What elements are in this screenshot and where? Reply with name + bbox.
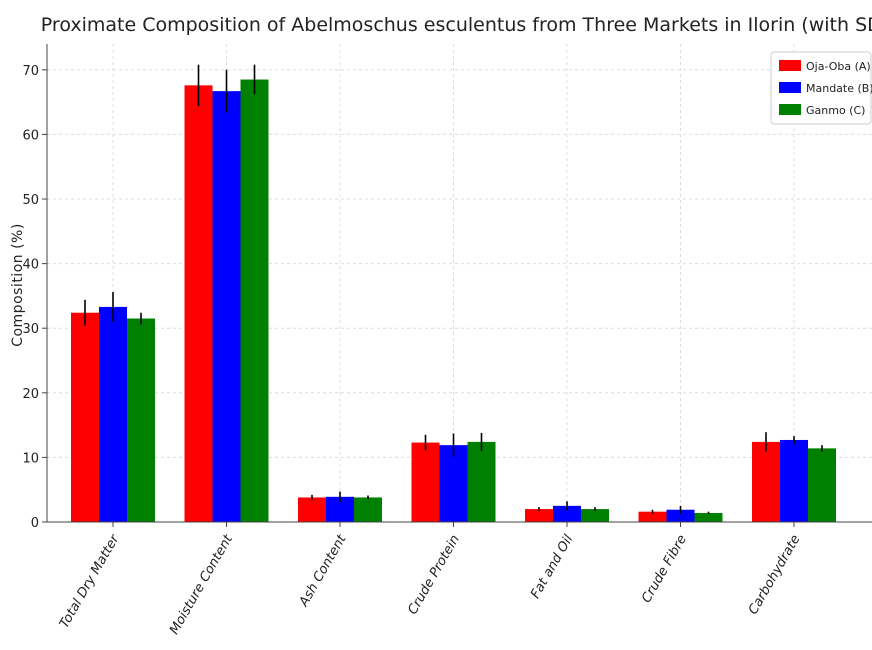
legend-swatch [779, 82, 801, 93]
x-tick-label: Crude Protein [405, 533, 463, 618]
legend-label: Ganmo (C) [806, 104, 865, 117]
bar [666, 509, 695, 522]
y-ticks: 0 10 20 30 40 50 60 70 [22, 64, 47, 531]
x-tick-label: Ash Content [296, 532, 350, 610]
y-tick-label: 60 [22, 128, 39, 143]
bar [780, 439, 808, 522]
bar [581, 509, 609, 522]
chart-title: Proximate Composition of Abelmoschus esc… [41, 14, 872, 36]
x-tick-label: Total Dry Matter [57, 531, 123, 631]
x-tick-label: Carbohydrate [746, 533, 804, 618]
bars [71, 79, 836, 522]
bar [638, 511, 667, 522]
bar [411, 442, 440, 522]
bar [525, 509, 553, 522]
bar [127, 318, 155, 522]
axes [46, 44, 872, 523]
legend: Oja-Oba (A) Mandate (B) Ganmo (C) [770, 51, 872, 125]
legend-swatch [779, 104, 801, 115]
y-tick-label: 20 [22, 387, 39, 402]
bar [240, 79, 269, 522]
bar [212, 91, 241, 522]
y-tick-label: 50 [22, 193, 39, 208]
bar [808, 448, 836, 522]
y-tick-label: 70 [22, 64, 39, 79]
y-tick-label: 10 [22, 451, 39, 466]
error-bars [84, 64, 823, 515]
bar [71, 312, 99, 522]
legend-label: Oja-Oba (A) [806, 60, 871, 73]
legend-swatch [779, 60, 801, 71]
bar [298, 497, 326, 522]
bar [99, 306, 127, 522]
y-tick-label: 30 [22, 322, 39, 337]
x-tick-label: Fat and Oil [528, 532, 577, 601]
bar [553, 505, 581, 522]
x-tick-label: Moisture Content [167, 532, 236, 637]
y-axis-label: Composition (%) [10, 223, 26, 347]
bar [184, 85, 213, 522]
bar [467, 441, 496, 522]
bar [694, 512, 723, 522]
bar [439, 445, 468, 522]
y-tick-label: 0 [31, 516, 39, 531]
y-tick-label: 40 [22, 258, 39, 273]
x-tick-label: Crude Fibre [639, 533, 690, 606]
bar [354, 497, 382, 522]
bar [752, 441, 780, 522]
x-ticks: Total Dry Matter Moisture Content Ash Cont… [57, 522, 803, 637]
legend-label: Mandate (B) [806, 82, 872, 95]
